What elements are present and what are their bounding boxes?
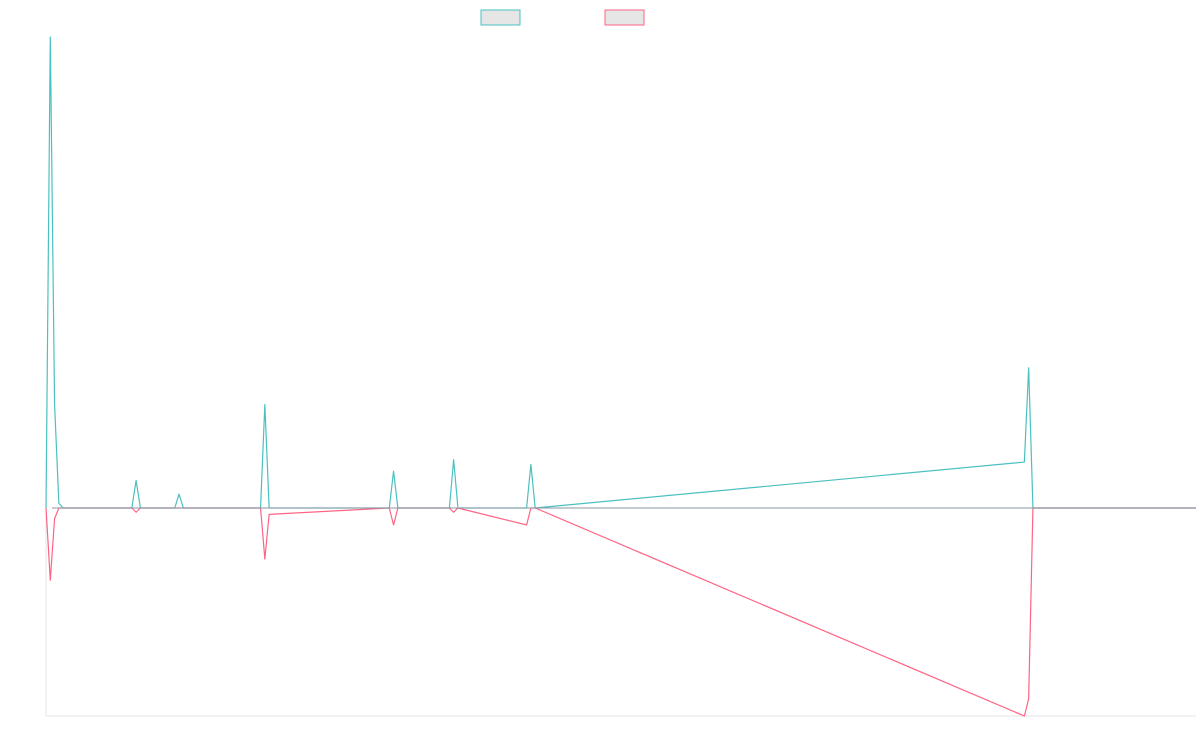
legend-swatch-1 (480, 9, 521, 26)
series-line-2 (45, 507, 1196, 717)
legend-item-1[interactable] (480, 9, 521, 26)
series-group (45, 36, 1196, 717)
series-line-1 (45, 36, 1196, 509)
axes (45, 508, 1196, 717)
legend (480, 9, 645, 26)
legend-item-2[interactable] (604, 9, 645, 26)
legend-swatch-2 (604, 9, 645, 26)
